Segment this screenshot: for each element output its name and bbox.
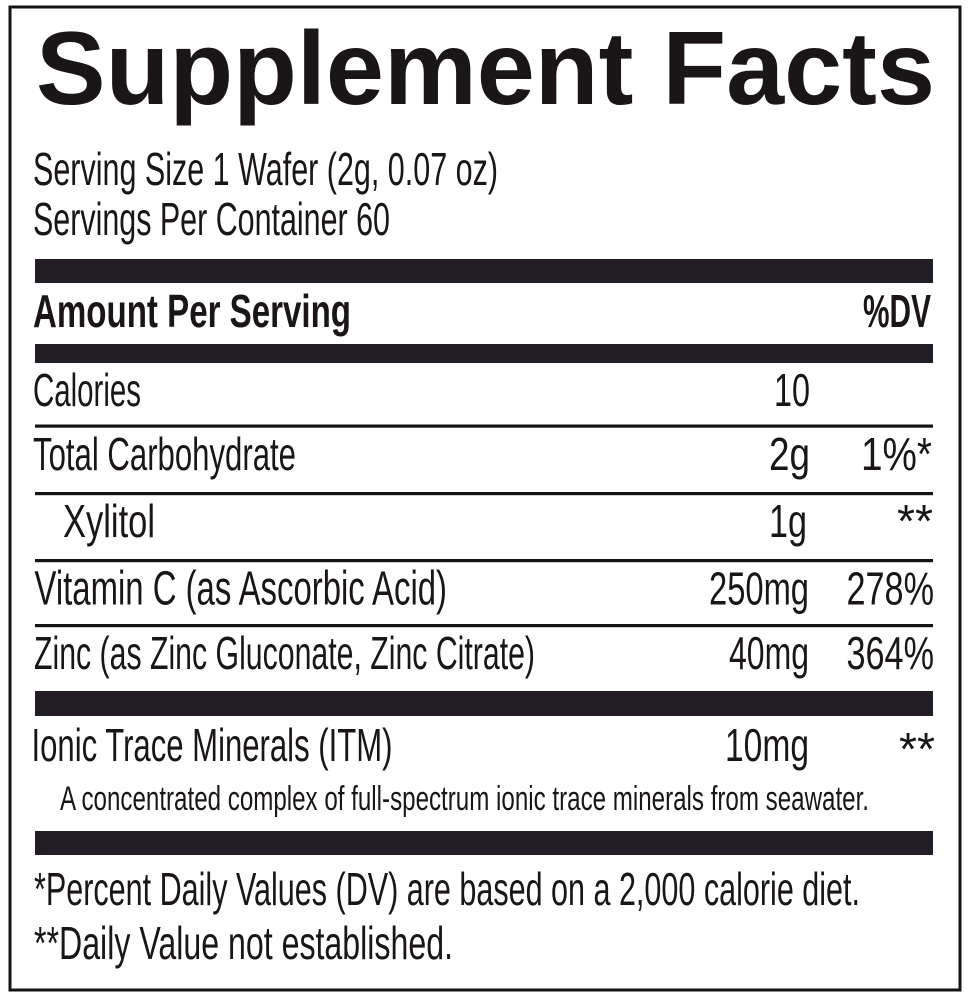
svg-text:*Percent Daily Values (DV) are: *Percent Daily Values (DV) are based on … <box>34 863 860 915</box>
svg-text:%DV: %DV <box>863 285 931 337</box>
svg-text:**: ** <box>899 723 935 775</box>
svg-text:10: 10 <box>774 364 810 416</box>
svg-text:**Daily Value not established.: **Daily Value not established. <box>34 917 453 969</box>
svg-text:Xylitol: Xylitol <box>63 495 155 547</box>
svg-text:Ionic Trace Minerals (ITM): Ionic Trace Minerals (ITM) <box>32 719 393 771</box>
svg-text:40mg: 40mg <box>729 627 809 679</box>
svg-text:Total Carbohydrate: Total Carbohydrate <box>33 428 296 480</box>
svg-text:364%: 364% <box>847 627 935 679</box>
svg-text:Zinc (as Zinc Gluconate, Zinc: Zinc (as Zinc Gluconate, Zinc Citrate) <box>34 627 535 679</box>
svg-text:Calories: Calories <box>33 364 141 416</box>
svg-text:Vitamin C (as Ascorbic Acid): Vitamin C (as Ascorbic Acid) <box>35 563 448 616</box>
svg-text:278%: 278% <box>847 563 935 615</box>
svg-text:1%*: 1%* <box>861 428 932 480</box>
svg-text:1g: 1g <box>769 495 807 547</box>
svg-text:Supplement Facts: Supplement Facts <box>36 11 935 127</box>
svg-text:2g: 2g <box>769 428 810 480</box>
svg-text:250mg: 250mg <box>709 563 809 615</box>
svg-text:10mg: 10mg <box>725 719 809 771</box>
svg-text:Serving Size 1 Wafer (2g, 0.07: Serving Size 1 Wafer (2g, 0.07 oz) <box>33 143 498 195</box>
svg-text:**: ** <box>897 495 933 547</box>
svg-text:Amount Per Serving: Amount Per Serving <box>33 285 351 337</box>
svg-text:Servings Per Container 60: Servings Per Container 60 <box>33 193 390 245</box>
svg-text:A concentrated complex of full: A concentrated complex of full-spectrum … <box>60 780 869 818</box>
